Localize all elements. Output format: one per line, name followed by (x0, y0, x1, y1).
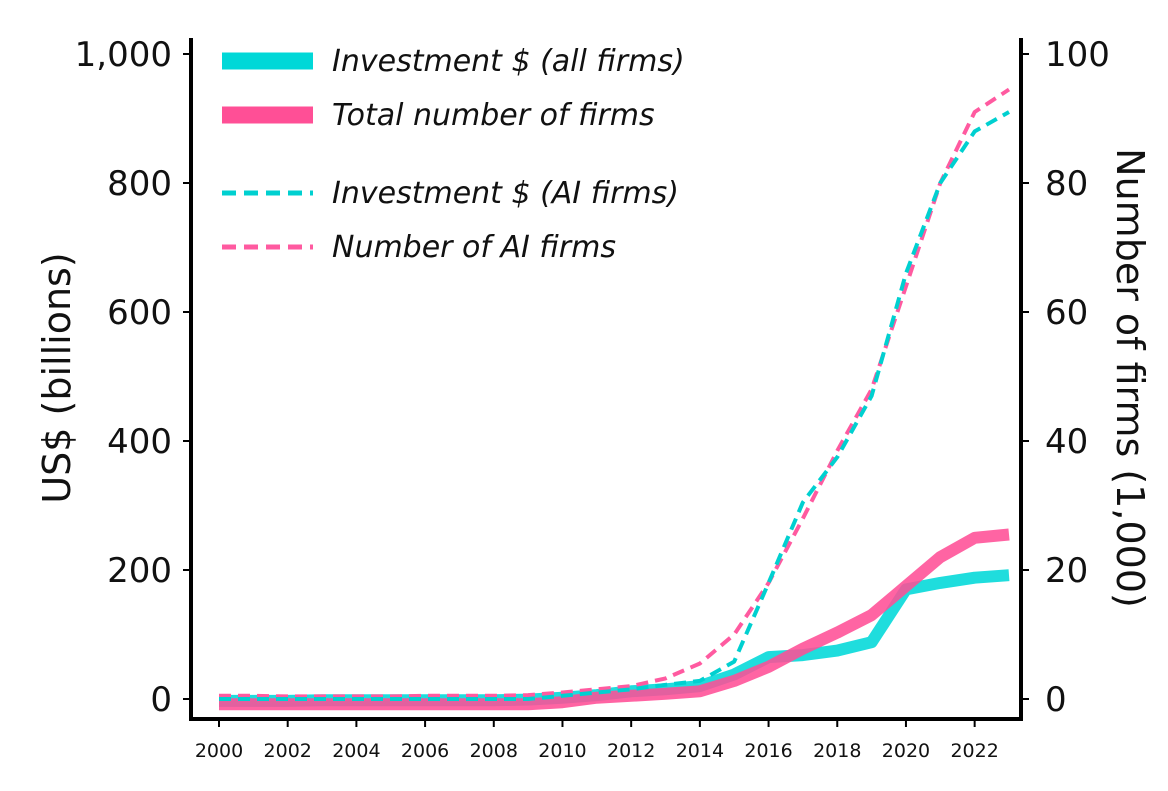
series-line-investment-ai-firms (219, 110, 1010, 701)
legend-label-number-of-ai-firms: Number of AI firms (332, 230, 616, 265)
left-tick-label: 800 (107, 164, 172, 204)
x-tick-label: 2002 (264, 740, 312, 762)
x-tick-label: 2006 (401, 740, 449, 762)
x-tick-label: 2004 (332, 740, 380, 762)
right-tick-layer: 0 20 40 60 80 100 (1021, 35, 1110, 720)
right-tick-label: 20 (1045, 551, 1088, 591)
right-tick-label: 0 (1045, 680, 1067, 720)
x-tick-label: 2020 (882, 740, 930, 762)
legend-label-total-number-of-firms: Total number of firms (332, 98, 655, 133)
x-tick-label: 2012 (607, 740, 655, 762)
x-tick-label: 2022 (950, 740, 998, 762)
x-tick-label: 2018 (813, 740, 861, 762)
left-tick-label: 0 (150, 680, 172, 720)
x-tick-label: 2010 (538, 740, 586, 762)
legend: Investment $ (all firms) Total number of … (222, 44, 685, 265)
right-tick-label: 60 (1045, 293, 1088, 333)
right-axis-title: Number of firms (1,000) (1108, 148, 1152, 608)
legend-label-investment-ai-firms: Investment $ (AI firms) (332, 176, 679, 211)
x-tick-label: 2016 (744, 740, 792, 762)
x-tick-layer: 2000 2002 2004 2006 2008 2010 2012 2014 2016 2018… (195, 719, 999, 762)
left-tick-label: 400 (107, 422, 172, 462)
left-tick-label: 200 (107, 551, 172, 591)
left-axis-title: US$ (billions) (35, 252, 79, 503)
series-line-total-number-of-firms (219, 528, 1010, 711)
left-tick-label: 600 (107, 293, 172, 333)
left-tick-layer: 0 200 400 600 800 1,000 (75, 35, 191, 720)
right-tick-label: 80 (1045, 164, 1088, 204)
x-tick-label: 2014 (676, 740, 724, 762)
right-tick-label: 40 (1045, 422, 1088, 462)
x-tick-label: 2008 (470, 740, 518, 762)
legend-label-investment-all-firms: Investment $ (all firms) (332, 44, 685, 79)
x-tick-label: 2000 (195, 740, 243, 762)
series-layer (219, 87, 1011, 711)
right-tick-label: 100 (1045, 35, 1110, 75)
left-tick-label: 1,000 (75, 35, 172, 75)
axes-layer: 0 200 400 600 800 1,000 0 20 40 60 80 100 2000 2002… (35, 35, 1152, 762)
